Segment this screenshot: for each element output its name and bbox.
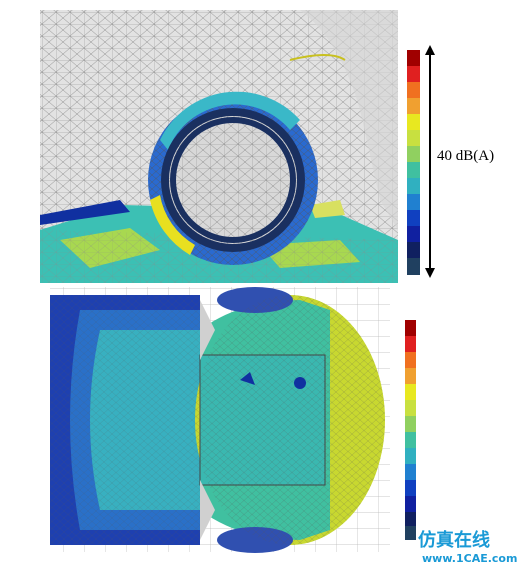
watermark-title: 仿真在线	[418, 529, 490, 551]
topview-panel	[50, 287, 390, 553]
watermark-url: www.1CAE.com	[422, 552, 517, 565]
wheel-panel	[40, 10, 398, 283]
colorbar-bottom	[405, 320, 416, 540]
colorbar-top	[407, 50, 420, 275]
range-label: 40 dB(A)	[437, 148, 494, 164]
